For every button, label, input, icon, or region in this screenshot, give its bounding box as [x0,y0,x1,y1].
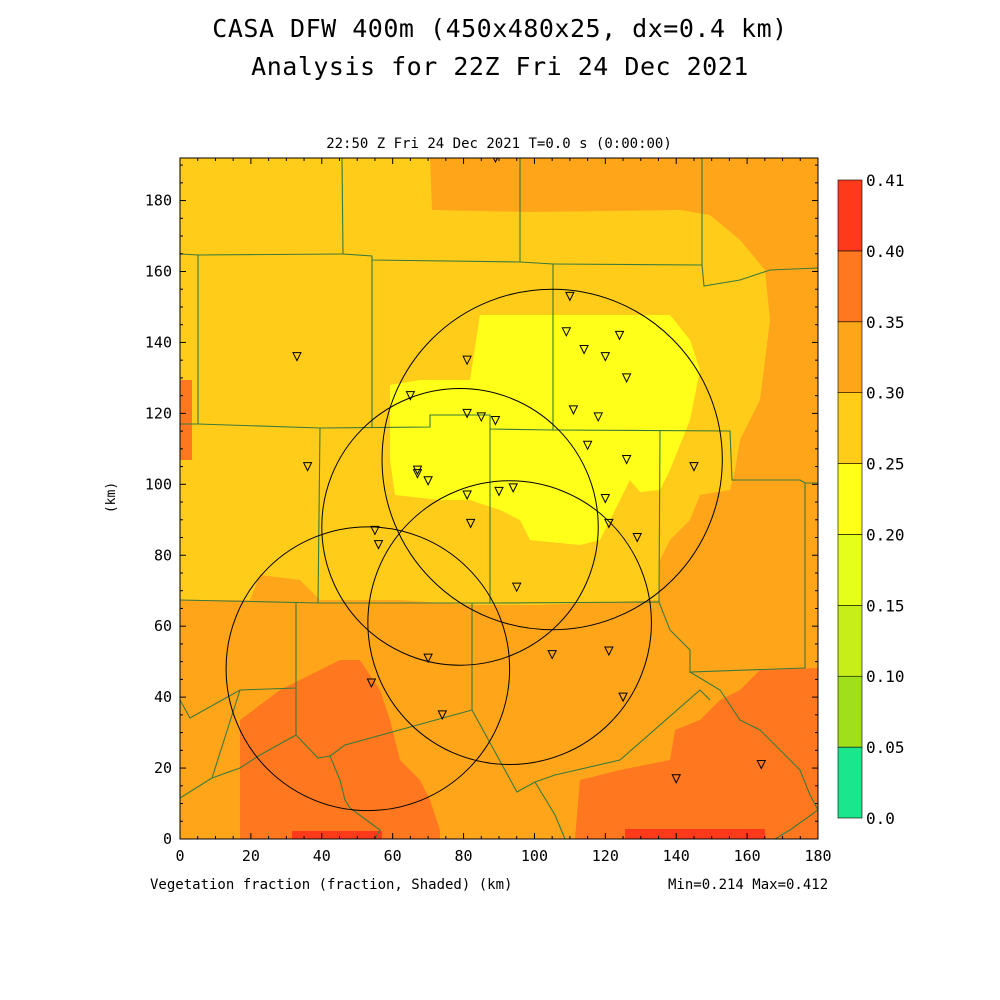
station-marker [568,405,579,415]
colorbar-label: 0.40 [866,242,905,261]
station-marker [621,454,632,465]
station-marker [593,412,604,423]
station-marker [604,518,614,529]
variable-label: Vegetation fraction (fraction, Shaded) (… [150,877,513,893]
station-marker [292,352,302,362]
colorbar-segment [837,179,863,252]
station-marker [582,440,593,451]
colorbar-segment [837,534,863,606]
station-marker [511,582,522,593]
station-marker [490,415,501,426]
radar-ring [367,480,652,766]
station-marker [412,469,423,479]
station-markers [292,158,767,784]
y-tick-label: 0 [163,830,172,848]
plot-subtitle: 22:50 Z Fri 24 Dec 2021 T=0.0 s (0:00:00… [326,136,672,152]
station-marker [373,540,384,550]
x-tick-label: 180 [804,847,831,865]
station-marker [302,462,313,472]
shade-035-b [575,668,818,839]
colorbar-segment [837,321,863,393]
station-marker [671,774,682,784]
y-tick-label: 160 [145,263,172,281]
colorbar-segment [837,463,863,535]
station-marker [618,692,628,703]
station-marker [462,355,472,366]
station-marker [632,533,643,543]
shade-040-a [292,831,382,839]
station-marker [465,518,476,529]
station-marker [366,678,377,689]
y-tick-label: 120 [145,404,172,422]
x-axis: 0 20 40 60 80 100 120 140 160 180 [175,158,832,865]
station-marker [621,373,632,384]
colorbar-segment [837,392,863,464]
y-tick-label: 100 [145,475,172,493]
station-marker [423,476,433,486]
station-marker [604,646,614,657]
station-marker [494,486,504,497]
station-marker [579,345,589,355]
colorbar-label: 0.41 [866,171,905,190]
colorbar-label: 0.35 [866,313,905,332]
colorbar-label: 0.15 [866,596,905,615]
colorbar-segment [837,675,863,748]
x-tick-label: 20 [242,847,260,865]
x-tick-label: 140 [663,847,690,865]
y-tick-label: 140 [145,333,172,351]
station-marker [756,760,767,770]
station-marker [462,408,472,419]
colorbar-label: 0.0 [866,809,895,828]
colorbar: 0.0 0.05 0.10 0.15 0.20 0.25 0.30 0.35 0.40 0.41 [837,171,905,828]
x-tick-label: 80 [455,847,473,865]
station-marker [561,327,572,337]
shade-040-c [180,380,192,460]
title-line-2: Analysis for 22Z Fri 24 Dec 2021 [251,52,749,81]
station-marker [600,352,611,362]
station-marker [370,525,380,536]
county-lines [180,158,818,839]
y-tick-label: 20 [154,759,172,777]
shade-035-a [240,660,440,839]
colorbar-segment [837,250,863,323]
y-tick-label: 40 [154,688,172,706]
x-tick-label: 60 [384,847,402,865]
y-axis: 0 20 40 60 80 100 120 140 160 180 [145,164,818,848]
min-max-label: Min=0.214 Max=0.412 [668,877,829,893]
x-tick-label: 100 [521,847,548,865]
colorbar-segment [837,746,863,819]
colorbar-label: 0.20 [866,525,905,544]
colorbar-label: 0.30 [866,384,905,403]
station-marker [437,710,448,720]
shade-040-b [625,829,765,839]
y-tick-label: 180 [145,192,172,210]
station-marker [689,462,699,472]
station-marker [405,391,416,401]
x-tick-label: 40 [313,847,331,865]
station-marker [476,412,487,423]
radar-ring [225,526,511,812]
y-tick-label: 60 [154,617,172,635]
station-marker [565,291,575,302]
y-axis-label: (km) [104,481,120,514]
title-line-1: CASA DFW 400m (450x480x25, dx=0.4 km) [212,14,788,43]
station-marker [547,650,557,660]
colorbar-segment [837,605,863,677]
vegetation-map [180,158,818,839]
station-marker [423,653,433,664]
colorbar-label: 0.10 [866,667,905,686]
station-marker [614,330,625,341]
x-tick-label: 120 [592,847,619,865]
radar-ring [321,388,599,666]
x-tick-label: 160 [734,847,761,865]
colorbar-label: 0.25 [866,455,905,474]
x-tick-label: 0 [175,847,184,865]
station-marker [508,483,518,493]
y-tick-label: 80 [154,546,172,564]
colorbar-label: 0.05 [866,738,905,757]
station-marker [600,494,611,504]
radar-range-rings [225,288,723,812]
station-marker [462,490,472,501]
